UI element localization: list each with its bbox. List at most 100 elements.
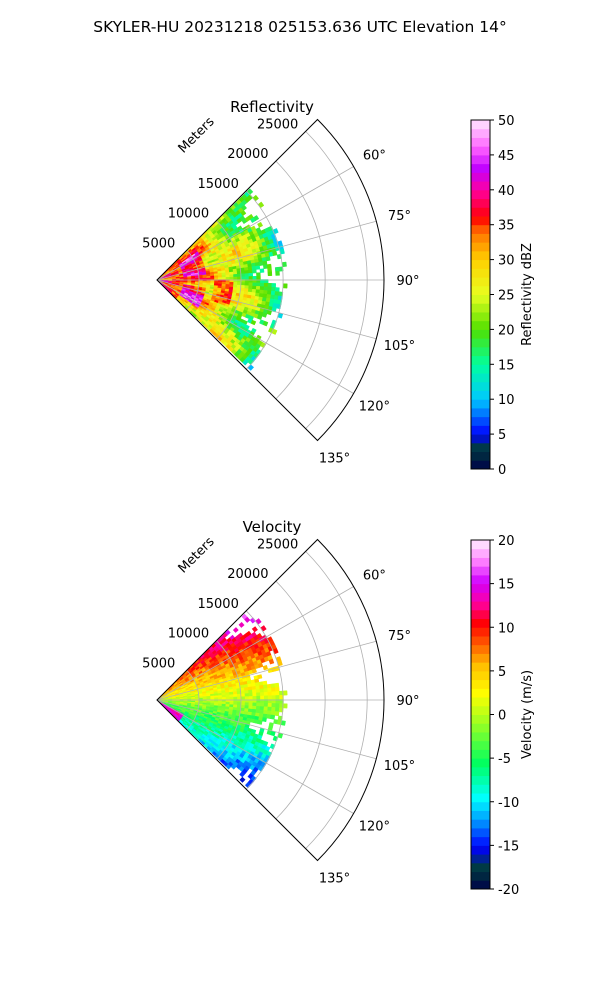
colorbar-segment xyxy=(471,635,490,646)
colorbar-segment xyxy=(471,154,490,165)
data-cell xyxy=(274,707,280,713)
data-cell xyxy=(259,286,265,291)
data-cell xyxy=(259,684,265,690)
range-tick-label: 10000 xyxy=(168,627,209,642)
data-cell xyxy=(256,695,261,700)
data-cell xyxy=(275,690,280,696)
colorbar-segment xyxy=(471,705,490,715)
azimuth-tick-label: 75° xyxy=(388,209,411,224)
colorbar-segment xyxy=(471,207,490,217)
azimuth-gridline xyxy=(156,699,354,814)
colorbar-segment xyxy=(471,346,490,357)
colorbar-segment xyxy=(471,181,490,191)
data-cell xyxy=(252,695,257,700)
range-axis-label: Meters xyxy=(176,114,218,156)
data-cell xyxy=(233,693,238,698)
azimuth-gridline xyxy=(156,279,354,394)
azimuth-tick-label: 90° xyxy=(396,694,419,709)
range-tick-label: 15000 xyxy=(197,177,238,192)
azimuth-gridline xyxy=(156,166,354,281)
data-cell xyxy=(256,275,261,280)
data-cell xyxy=(257,221,264,228)
data-cell xyxy=(250,319,257,326)
azimuth-gridline xyxy=(156,279,377,340)
colorbar-segment xyxy=(471,854,490,864)
data-cell xyxy=(267,271,273,277)
colorbar-segment xyxy=(471,871,490,881)
data-cell xyxy=(267,702,273,708)
colorbar-segment xyxy=(471,862,490,873)
azimuth-tick-label: 75° xyxy=(388,629,411,644)
data-cell xyxy=(224,629,231,636)
azimuth-tick-label: 105° xyxy=(384,339,415,354)
data-cell xyxy=(252,269,257,274)
sector-frame xyxy=(156,118,385,442)
colorbar-segment xyxy=(471,688,490,698)
data-cell xyxy=(267,267,272,273)
colorbar-segment xyxy=(471,766,490,777)
data-cell xyxy=(218,697,223,700)
colorbar-tick-label: 10 xyxy=(498,393,515,408)
colorbar-segment xyxy=(471,442,490,453)
data-cell xyxy=(221,277,227,280)
data-cell xyxy=(274,287,280,293)
data-cell xyxy=(263,702,269,708)
colorbar-segment xyxy=(471,601,490,611)
data-cell xyxy=(274,686,280,692)
colorbar-segment xyxy=(471,557,490,567)
data-cell xyxy=(248,696,254,700)
colorbar-segment xyxy=(471,793,490,803)
colorbar-segment xyxy=(471,775,490,785)
data-cell xyxy=(260,695,265,700)
colorbar-segment xyxy=(471,451,490,461)
data-cell xyxy=(275,270,280,276)
colorbar-segment xyxy=(471,198,490,208)
data-cell xyxy=(225,763,232,770)
colorbar-tick-label: 10 xyxy=(498,621,515,636)
data-cell xyxy=(244,693,250,697)
data-cell xyxy=(282,703,288,709)
data-cell xyxy=(256,692,261,697)
data-cell xyxy=(263,688,269,693)
colorbar-segment xyxy=(471,801,490,811)
range-tick-label: 20000 xyxy=(227,567,268,582)
data-cell xyxy=(271,706,276,712)
colorbar-tick-label: 25 xyxy=(498,289,515,304)
data-cell xyxy=(206,277,211,281)
data-cell xyxy=(252,692,257,697)
range-tick-label: 25000 xyxy=(257,537,298,552)
range-tick-label: 10000 xyxy=(168,207,209,222)
colorbar-segment xyxy=(471,784,490,794)
colorbar-segment xyxy=(471,137,490,147)
data-cell xyxy=(257,674,263,680)
data-cell xyxy=(274,266,280,272)
data-cell xyxy=(259,692,265,697)
data-cell xyxy=(255,688,261,694)
colorbar-segment xyxy=(471,653,490,663)
colorbar-segment xyxy=(471,627,490,637)
azimuth-gridline xyxy=(156,699,377,760)
data-cell xyxy=(271,691,276,696)
data-cell xyxy=(251,668,257,674)
colorbar-tick-label: 15 xyxy=(498,358,515,373)
data-cell xyxy=(282,283,288,289)
azimuth-gridline xyxy=(156,220,377,281)
colorbar-segment xyxy=(471,259,490,269)
colorbar-segment xyxy=(471,574,490,585)
colorbar-tick-label: 0 xyxy=(498,709,506,724)
data-cell xyxy=(252,282,257,287)
colorbar-segment xyxy=(471,128,490,138)
colorbar-segment xyxy=(471,740,490,750)
data-cell xyxy=(260,282,265,287)
data-cell xyxy=(261,312,268,318)
azimuth-tick-label: 135° xyxy=(319,451,350,466)
data-cell xyxy=(262,320,269,327)
data-cell xyxy=(240,702,246,706)
colorbar-segment xyxy=(471,355,490,365)
data-cell xyxy=(244,702,250,707)
data-cell xyxy=(266,263,272,269)
data-cell xyxy=(263,691,269,697)
azimuth-tick-label: 60° xyxy=(363,149,386,164)
range-tick-label: 5000 xyxy=(142,656,175,671)
data-cell xyxy=(247,364,255,371)
